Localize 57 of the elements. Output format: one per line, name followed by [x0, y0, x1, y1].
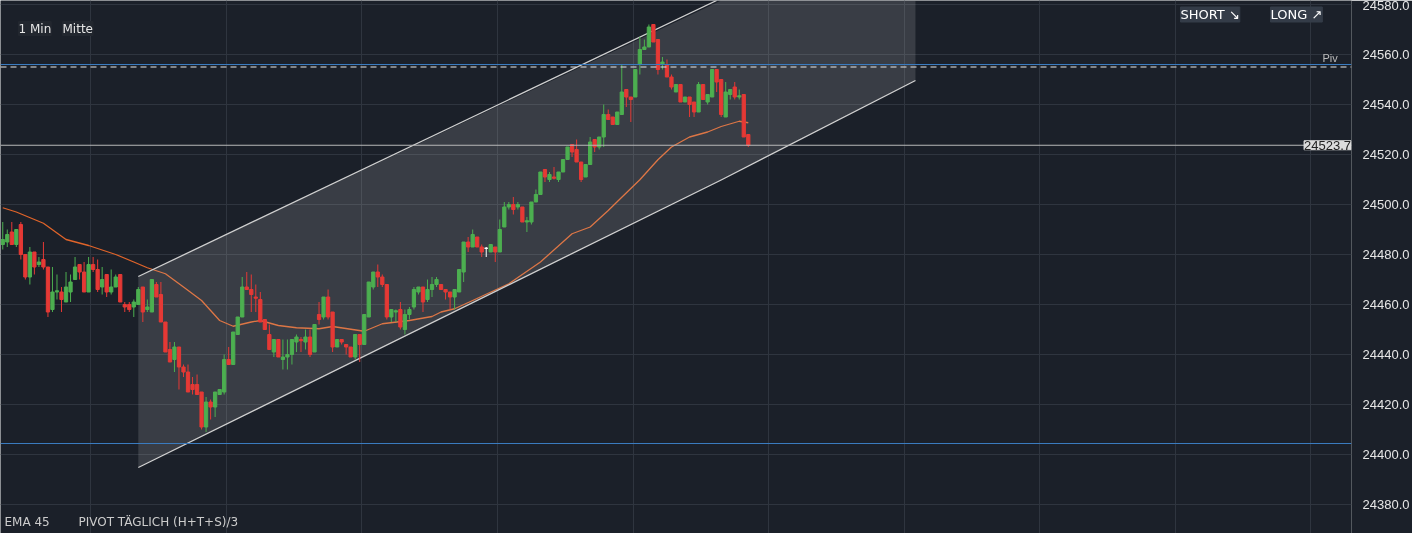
y-tick-label: 24400.0 — [1362, 447, 1410, 462]
ref-line-label: Piv — [1322, 51, 1339, 64]
candlestick — [68, 274, 73, 303]
candlestick — [280, 339, 286, 370]
candlestick — [316, 301, 322, 325]
candlestick — [104, 274, 109, 298]
candlestick — [289, 339, 295, 365]
candlestick — [109, 269, 114, 295]
candlestick — [551, 166, 557, 180]
candlestick — [429, 276, 435, 298]
candlestick — [213, 391, 218, 418]
ref-line-label: 24523.7 — [1304, 137, 1352, 153]
y-tick-label: 24380.0 — [1362, 497, 1410, 512]
y-tick-label: 24520.0 — [1362, 147, 1410, 162]
y-tick-label: 24580.0 — [1362, 0, 1410, 13]
y-tick-label: 24560.0 — [1362, 47, 1410, 62]
y-tick-label: 24460.0 — [1362, 297, 1410, 312]
candlestick — [393, 309, 398, 323]
candlestick — [285, 339, 290, 370]
candlestick — [267, 324, 272, 350]
candlestick — [687, 96, 692, 118]
candlestick — [59, 286, 64, 313]
annotation: EMA 45 — [4, 514, 50, 529]
candlestick — [95, 259, 100, 293]
candlestick — [72, 256, 78, 280]
candlestick — [63, 271, 69, 303]
candlestick — [253, 284, 258, 313]
candlestick — [321, 296, 326, 320]
annotation: LONG ↗ — [1270, 7, 1323, 22]
y-tick-label: 24420.0 — [1362, 397, 1410, 412]
candlestick — [9, 221, 14, 245]
candlestick — [50, 266, 55, 313]
annotation: PIVOT TÄGLICH (H+T+S)/3 — [78, 513, 239, 529]
candlestick — [402, 309, 408, 335]
candlestick — [497, 219, 502, 253]
candlestick — [303, 329, 308, 350]
candlestick — [420, 286, 426, 313]
candlestick — [32, 251, 37, 275]
y-tick-label: 24480.0 — [1362, 247, 1410, 262]
candlestick — [36, 256, 42, 268]
candlestick — [208, 399, 213, 420]
candlestick — [515, 201, 520, 210]
annotation: Mitte — [62, 21, 93, 36]
candlestick — [353, 334, 358, 360]
candlestick — [425, 279, 430, 303]
candlestick — [398, 301, 403, 330]
candlestick — [100, 266, 105, 295]
candlestick — [172, 341, 177, 373]
annotation: 1 Min — [18, 21, 52, 36]
y-tick-label: 24540.0 — [1362, 97, 1410, 112]
candlestick — [357, 334, 362, 363]
candlestick — [502, 201, 507, 228]
y-tick-label: 24500.0 — [1362, 197, 1410, 212]
y-tick-label: 24440.0 — [1362, 347, 1410, 362]
line-series — [2, 120, 749, 332]
annotation: SHORT ↘ — [1180, 7, 1240, 22]
candlestick — [601, 104, 606, 148]
